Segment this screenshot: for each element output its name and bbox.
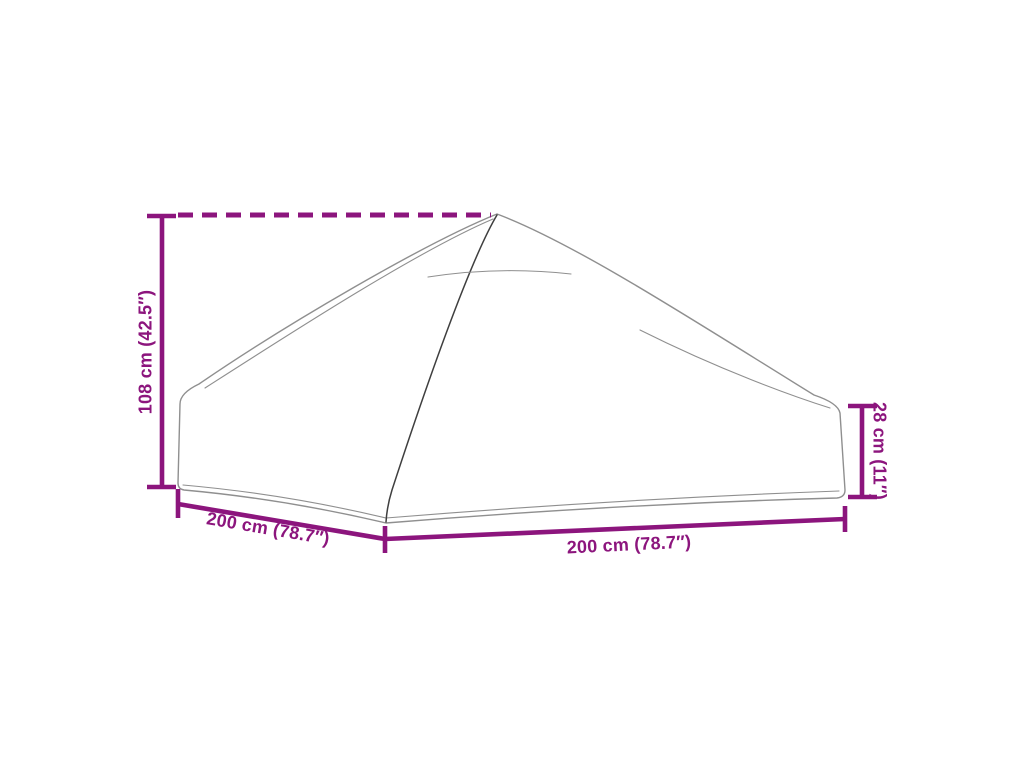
dimension-label-height-left: 108 cm (42.5″) xyxy=(135,289,156,415)
tent-front-corner-edge xyxy=(385,214,498,523)
tent-valance-seam-left xyxy=(182,484,387,519)
depth-left-dimension-line xyxy=(177,501,386,542)
dimension-label-height-right: 28 cm (11″) xyxy=(869,402,890,500)
tent-roof-outline xyxy=(177,213,846,524)
tent-right-ridge-seam xyxy=(639,329,831,409)
dimension-lines xyxy=(147,212,877,553)
tent-left-ridge-seam xyxy=(204,218,494,389)
tent-valance-seam-right xyxy=(385,490,840,519)
tent-roof-drawing xyxy=(177,213,846,524)
tent-peak-cap-seam xyxy=(427,270,572,278)
width-front-dimension-line xyxy=(384,516,846,542)
